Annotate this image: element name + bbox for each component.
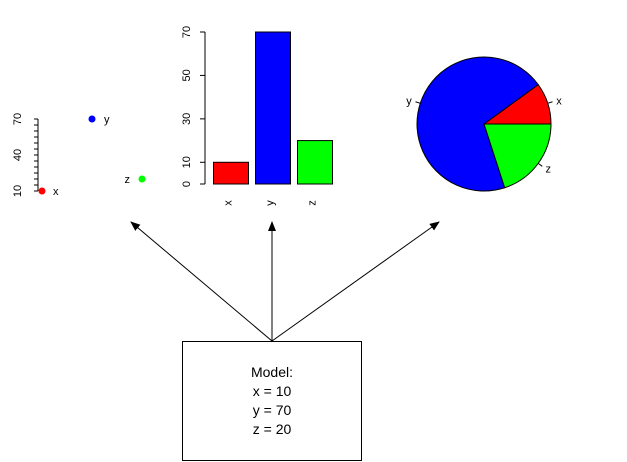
pie-label-z: z [545, 164, 551, 176]
dot-chart-label-x: x [53, 186, 59, 198]
dot-chart-point-z [138, 175, 146, 183]
dot-chart-tick-label: 40 [12, 149, 24, 161]
pie-label-y: y [406, 96, 412, 108]
bar-chart-tick-label: 0 [181, 181, 193, 187]
bar-y [255, 31, 291, 185]
bar-chart: 0 10 30 50 70 x y z [181, 26, 333, 206]
dot-chart-label-y: y [104, 114, 110, 126]
pie-slice-y [416, 56, 539, 192]
model-title: Model: [251, 364, 293, 380]
arrow-to-pie-chart [271, 221, 440, 342]
bar-chart-tick-label: 10 [181, 156, 193, 168]
bar-chart-category-label: z [307, 200, 319, 206]
bar-chart-category-label: x [223, 200, 235, 206]
dot-chart-label-z: z [125, 174, 131, 186]
pie-label-leader [547, 101, 553, 104]
dot-chart-tick-label: 70 [12, 113, 24, 125]
model-box-border [182, 341, 362, 461]
dot-chart-point-x [38, 187, 46, 195]
bar-z [297, 140, 333, 185]
pie-label-leader [537, 162, 543, 167]
arrows [130, 221, 440, 342]
model-box: Model: x = 10 y = 70 z = 20 [182, 341, 362, 461]
pie-label-leader [415, 101, 421, 104]
pie-label-x: x [556, 96, 562, 108]
pie-slice-z [483, 123, 552, 189]
bar-chart-tick-label: 30 [181, 113, 193, 125]
bar-chart-category-label: y [265, 200, 277, 206]
dot-chart-point-y [88, 115, 96, 123]
dot-chart-tick-label: 10 [12, 185, 24, 197]
model-line-y: y = 70 [253, 402, 292, 418]
bar-chart-tick-label: 70 [181, 26, 193, 38]
model-line-x: x = 10 [253, 383, 292, 399]
dot-chart: 10 40 70 x y z [12, 113, 146, 198]
bar-x [213, 161, 249, 185]
model-line-z: z = 20 [253, 421, 292, 437]
bar-chart-tick-label: 50 [181, 69, 193, 81]
arrow-to-dot-chart [130, 221, 273, 342]
pie-chart: x y z [406, 56, 562, 192]
